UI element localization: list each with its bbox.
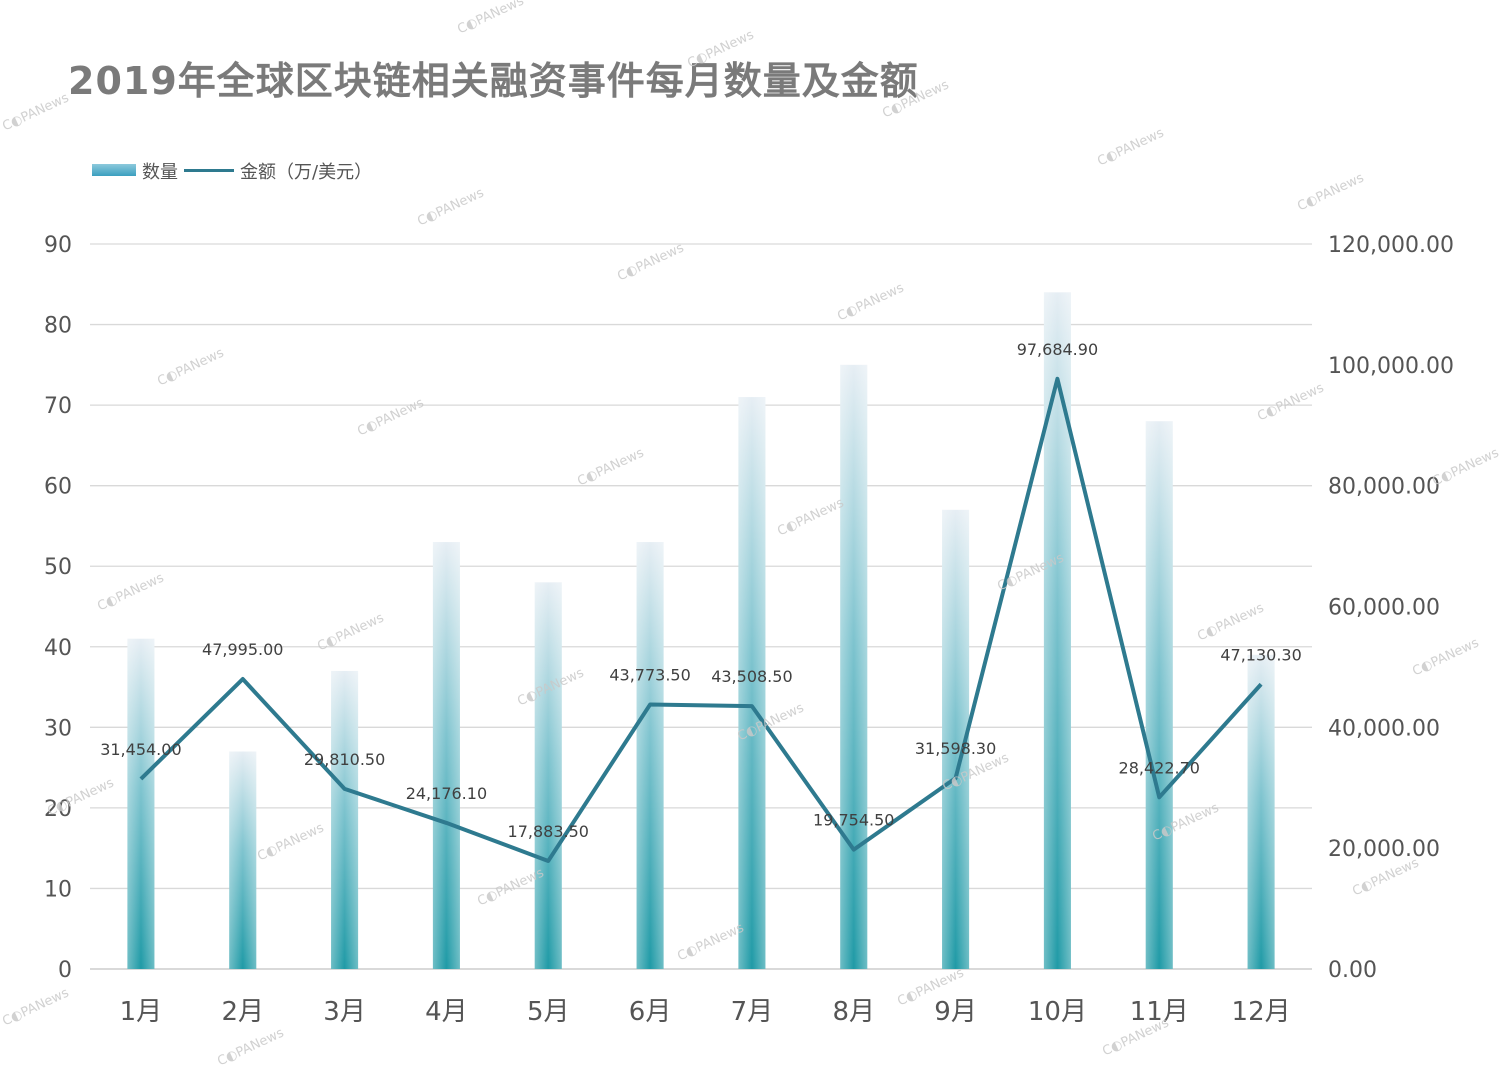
line-data-label: 17,883.50 — [508, 822, 589, 841]
bar-highlight — [1044, 292, 1071, 969]
x-tick-label: 7月 — [731, 997, 774, 1027]
line-data-label: 97,684.90 — [1017, 340, 1098, 359]
line-data-label: 19,754.50 — [813, 811, 894, 830]
y-left-tick-label: 0 — [58, 958, 72, 983]
y-left-tick-label: 80 — [44, 314, 72, 339]
x-tick-label: 5月 — [527, 997, 570, 1027]
line-data-label: 43,773.50 — [609, 666, 690, 685]
y-right-tick-label: 60,000.00 — [1328, 596, 1440, 621]
line-data-label: 24,176.10 — [406, 784, 487, 803]
y-left-tick-label: 10 — [44, 877, 72, 902]
bar-highlight — [535, 582, 562, 969]
y-left-tick-label: 50 — [44, 555, 72, 580]
y-right-tick-label: 20,000.00 — [1328, 837, 1440, 862]
line-data-label: 29,810.50 — [304, 750, 385, 769]
x-tick-label: 12月 — [1232, 997, 1291, 1027]
y-right-tick-label: 80,000.00 — [1328, 475, 1440, 500]
y-right-tick-label: 40,000.00 — [1328, 716, 1440, 741]
bar-highlight — [1146, 421, 1173, 969]
y-left-tick-label: 30 — [44, 716, 72, 741]
bar-highlight — [127, 639, 154, 969]
line-data-label: 28,422.70 — [1119, 758, 1200, 777]
x-tick-label: 3月 — [323, 997, 366, 1027]
x-tick-label: 8月 — [832, 997, 875, 1027]
bar-highlight — [840, 365, 867, 969]
bar-highlight — [331, 671, 358, 969]
y-right-tick-label: 0.00 — [1328, 958, 1377, 983]
x-tick-label: 6月 — [629, 997, 672, 1027]
x-tick-label: 2月 — [221, 997, 264, 1027]
x-tick-label: 9月 — [934, 997, 977, 1027]
y-right-tick-label: 120,000.00 — [1328, 233, 1454, 258]
line-data-label: 47,130.30 — [1220, 645, 1301, 664]
line-data-label: 43,508.50 — [711, 667, 792, 686]
bar-highlight — [637, 542, 664, 969]
x-tick-label: 1月 — [120, 997, 163, 1027]
y-left-tick-label: 60 — [44, 475, 72, 500]
bar-highlight — [433, 542, 460, 969]
y-left-tick-label: 40 — [44, 636, 72, 661]
x-tick-label: 10月 — [1028, 997, 1087, 1027]
y-left-tick-label: 90 — [44, 233, 72, 258]
line-data-label: 31,454.00 — [100, 740, 181, 759]
line-data-label: 31,598.30 — [915, 739, 996, 758]
bar-highlight — [1248, 655, 1275, 969]
line-series-amount — [141, 379, 1261, 861]
x-tick-label: 4月 — [425, 997, 468, 1027]
bar-highlight — [229, 752, 256, 970]
y-right-tick-label: 100,000.00 — [1328, 354, 1454, 379]
y-left-tick-label: 70 — [44, 394, 72, 419]
line-data-label: 47,995.00 — [202, 640, 283, 659]
